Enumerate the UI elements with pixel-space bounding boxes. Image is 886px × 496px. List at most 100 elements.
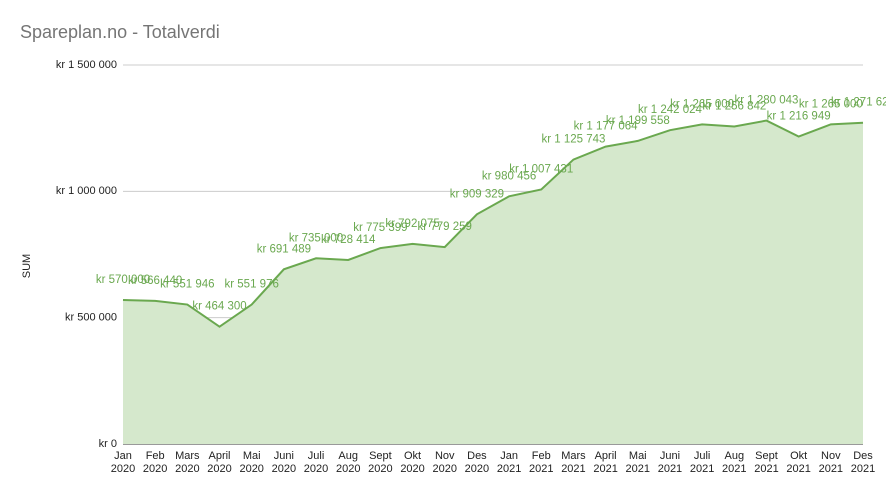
data-label: kr 779 259 (418, 221, 472, 233)
x-tick-label: Aug 2021 (722, 450, 746, 475)
y-tick-label: kr 1 500 000 (56, 59, 117, 71)
data-label: kr 1 199 558 (606, 115, 670, 127)
x-tick-label: Juni 2020 (272, 450, 296, 475)
x-tick-label-part: 2021 (561, 463, 585, 475)
x-tick-label-part: Feb (532, 450, 551, 462)
x-tick-label-part: Okt (790, 450, 807, 462)
x-tick-label: Des 2021 (851, 450, 875, 475)
data-label: kr 1 177 064 (574, 121, 639, 133)
x-tick-label-part: 2020 (175, 463, 199, 475)
x-tick-label-part: 2021 (819, 463, 843, 475)
x-tick-label-part: 2020 (272, 463, 296, 475)
x-tick-label: Feb 2021 (529, 450, 553, 475)
data-label: kr 1 242 024 (638, 104, 703, 116)
line (122, 119, 864, 328)
data-label: kr 792 075 (385, 218, 439, 230)
x-tick-label: Sept 2021 (754, 450, 778, 475)
data-label: kr 1 265 000 (670, 98, 734, 110)
y-tick-label: kr 0 (99, 438, 117, 450)
x-tick-label-part: Sept (369, 450, 392, 462)
x-tick-label-part: Mars (175, 450, 200, 462)
data-label: kr 1 256 842 (702, 100, 766, 112)
x-tick-label-part: Nov (821, 450, 841, 462)
x-tick-label: April 2020 (207, 450, 231, 475)
x-tick-label: Juli 2020 (304, 450, 328, 475)
data-label: kr 1 216 949 (767, 111, 831, 123)
x-tick-label-part: Jan (500, 450, 518, 462)
chart-title: Spareplan.no - Totalverdi (20, 22, 220, 42)
x-tick-label-part: 2020 (207, 463, 231, 475)
data-label: kr 1 280 043 (735, 95, 799, 107)
x-tick-label-part: 2020 (432, 463, 456, 475)
x-tick-label: Mars 2021 (561, 450, 586, 475)
x-tick-label-part: 2021 (626, 463, 650, 475)
x-tick-label-part: 2020 (400, 463, 424, 475)
data-label: kr 570 000 (96, 274, 150, 286)
x-tick-label-part: 2021 (529, 463, 553, 475)
x-tick-label-part: 2021 (851, 463, 875, 475)
x-tick-label-part: Juni (274, 450, 294, 462)
data-label: kr 1 271 620 (831, 97, 886, 109)
x-tick-label-part: 2020 (465, 463, 489, 475)
x-tick-label-part: Jan (114, 450, 132, 462)
x-tick-label-part: Mai (629, 450, 647, 462)
data-label: kr 775 399 (353, 222, 407, 234)
data-label: kr 735 000 (289, 232, 343, 244)
x-tick-label: Sept 2020 (368, 450, 392, 475)
x-tick-label-part: Mars (561, 450, 586, 462)
x-tick-label: Juni 2021 (658, 450, 682, 475)
x-tick-label: Okt 2021 (786, 450, 810, 475)
x-tick-label-part: 2021 (658, 463, 682, 475)
y-tick-label: kr 500 000 (65, 312, 117, 324)
x-tick-label-part: 2020 (304, 463, 328, 475)
x-tick-label: Juli 2021 (690, 450, 714, 475)
x-tick-label: Jan 2020 (111, 450, 135, 475)
x-tick-label-part: 2021 (754, 463, 778, 475)
x-tick-label-part: 2020 (368, 463, 392, 475)
data-label: kr 691 489 (257, 243, 311, 255)
x-tick-label-part: 2021 (497, 463, 521, 475)
x-tick-label-part: 2021 (690, 463, 714, 475)
x-tick-label-part: Okt (404, 450, 421, 462)
data-label: kr 980 456 (482, 170, 536, 182)
x-tick-label-part: Juni (660, 450, 680, 462)
x-tick-label-part: Juli (308, 450, 325, 462)
x-tick-label-part: 2021 (722, 463, 746, 475)
x-tick-label-part: 2020 (336, 463, 360, 475)
x-tick-label: Jan 2021 (497, 450, 521, 475)
area (123, 120, 863, 444)
data-label: kr 1 265 000 (799, 98, 863, 110)
x-tick-label-part: Aug (338, 450, 358, 462)
x-tick-label-part: Sept (755, 450, 778, 462)
x-tick-label: Mai 2021 (626, 450, 650, 475)
x-tick-label-part: 2020 (143, 463, 167, 475)
x-tick-label-part: Mai (243, 450, 261, 462)
x-tick-label: Feb 2020 (143, 450, 167, 475)
data-label: kr 1 007 431 (509, 163, 573, 175)
x-tick-label: Mars 2020 (175, 450, 200, 475)
x-tick-label-part: 2021 (593, 463, 617, 475)
data-label: kr 551 976 (225, 279, 279, 291)
data-label: kr 464 300 (192, 301, 246, 313)
x-tick-label: Des 2020 (465, 450, 489, 475)
x-tick-label-part: April (595, 450, 617, 462)
x-tick-label-part: Feb (146, 450, 165, 462)
x-tick-label: Aug 2020 (336, 450, 360, 475)
data-label: kr 909 329 (450, 188, 504, 200)
x-tick-label-part: 2020 (239, 463, 263, 475)
y-axis-label: SUM (21, 254, 33, 278)
x-tick-label: April 2021 (593, 450, 617, 475)
x-tick-label: Nov 2021 (819, 450, 843, 475)
x-tick-label: Nov 2020 (432, 450, 456, 475)
x-tick-label-part: Nov (435, 450, 455, 462)
x-tick-label-part: April (209, 450, 231, 462)
x-tick-label: Mai 2020 (239, 450, 263, 475)
x-tick-label-part: Juli (694, 450, 711, 462)
x-tick-label: Okt 2020 (400, 450, 424, 475)
x-tick-label-part: Des (467, 450, 487, 462)
y-tick-label: kr 1 000 000 (56, 185, 117, 197)
x-tick-label-part: 2020 (111, 463, 135, 475)
data-label: kr 728 414 (321, 234, 376, 246)
data-label: kr 1 125 743 (541, 134, 605, 146)
